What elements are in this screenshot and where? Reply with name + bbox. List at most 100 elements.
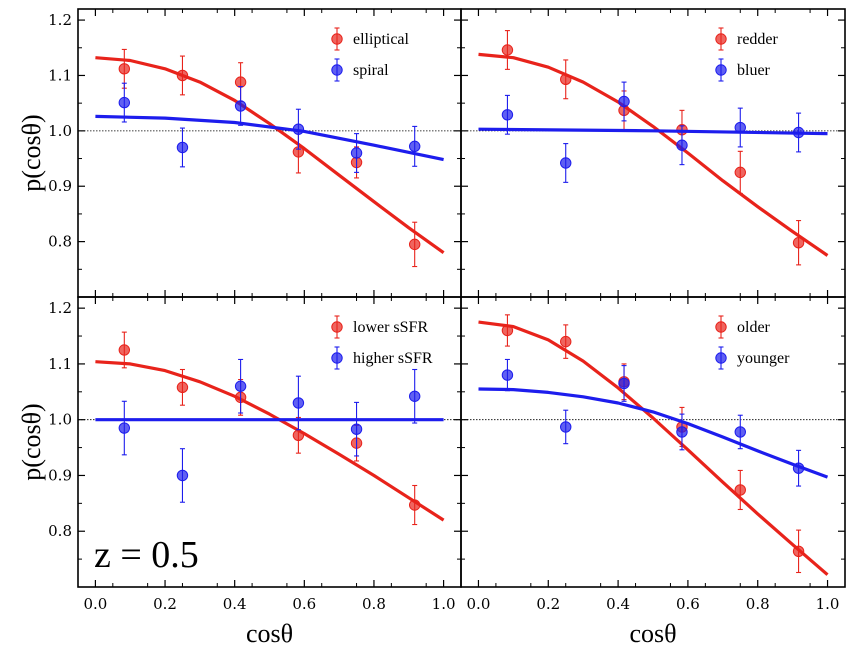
legend-entry: bluer <box>715 58 771 82</box>
legend-label: lower sSFR <box>353 319 428 336</box>
data-point <box>501 109 514 121</box>
legend-label: redder <box>737 31 779 48</box>
legend-label: higher sSFR <box>353 350 433 367</box>
data-point <box>560 421 572 433</box>
legend-marker <box>331 352 343 364</box>
data-point <box>234 380 247 392</box>
data-point <box>350 423 363 435</box>
x-tick-label: 0.8 <box>362 595 386 613</box>
legend-entry: spiral <box>331 58 389 82</box>
series-higher-ssfr <box>95 358 444 503</box>
model-curve <box>478 52 829 257</box>
x-tick-label: 0.6 <box>292 595 316 613</box>
y-tick-label: 1.2 <box>48 299 72 317</box>
legend-marker <box>331 321 343 333</box>
data-point <box>234 76 247 88</box>
data-point <box>176 469 189 482</box>
axes-frame <box>77 8 462 298</box>
data-point <box>350 147 363 159</box>
y-axis-label: p(cosθ) <box>17 114 46 191</box>
data-point <box>408 140 421 153</box>
redshift-annotation: z = 0.5 <box>94 534 199 576</box>
x-tick-label: 0.4 <box>223 595 247 613</box>
legend-entry: higher sSFR <box>331 346 433 370</box>
y-tick-label: 1.1 <box>48 66 72 84</box>
legend-marker <box>331 64 343 76</box>
legend-marker <box>715 33 727 45</box>
data-point <box>118 96 131 109</box>
series-redder <box>478 30 829 266</box>
legend-label: older <box>737 319 771 336</box>
data-point <box>176 69 189 82</box>
legend-marker <box>331 33 343 45</box>
y-tick-label: 1.0 <box>48 122 72 140</box>
model-curve <box>478 387 829 479</box>
panel-top-left: 0.8 0.9 1.0 1.1 1.2 p(cosθ) elliptical spiral <box>17 8 462 298</box>
y-tick-label: 0.8 <box>48 233 72 251</box>
axes-frame <box>460 296 846 588</box>
model-curve <box>478 320 829 576</box>
legend-label: bluer <box>737 62 771 79</box>
panel-top-right: redder bluer <box>460 8 846 298</box>
data-point <box>408 238 421 251</box>
legend-entry: redder <box>715 27 779 51</box>
legend-entry: elliptical <box>331 27 410 51</box>
panel-bottom-left: 0.8 0.9 1.0 1.1 1.2 p(cosθ) 0.0 0.2 0.4 0.6 0.8 1.0… <box>17 296 462 648</box>
axes-frame <box>460 8 846 298</box>
data-point <box>560 157 572 169</box>
x-tick-label: 0.2 <box>153 595 177 613</box>
data-point <box>408 499 421 511</box>
y-tick-label: 1.2 <box>48 11 72 29</box>
data-point <box>176 381 189 394</box>
x-tick-label: 0.0 <box>467 595 491 613</box>
x-tick-label: 0.4 <box>606 595 630 613</box>
y-tick-label: 1.1 <box>48 355 72 373</box>
legend-label: spiral <box>353 62 389 79</box>
x-tick-label: 0.2 <box>536 595 560 613</box>
legend-entry: older <box>715 315 771 339</box>
data-point <box>292 123 305 135</box>
legend-entry: younger <box>715 346 790 370</box>
y-tick-label: 0.8 <box>48 522 72 540</box>
x-tick-label: 0.0 <box>83 595 107 613</box>
model-curve <box>95 360 445 522</box>
series-bluer <box>478 81 828 183</box>
legend-marker <box>715 352 727 364</box>
y-tick-label: 0.9 <box>48 177 72 195</box>
model-curve <box>95 56 445 255</box>
series-older <box>478 314 829 576</box>
y-tick-label: 1.0 <box>48 411 72 429</box>
data-point <box>734 426 746 438</box>
data-point <box>676 426 688 438</box>
y-tick-label: 0.9 <box>48 466 72 484</box>
x-axis-label: cosθ <box>629 619 676 648</box>
data-point <box>118 63 131 75</box>
data-point <box>560 73 572 86</box>
data-point <box>234 100 247 112</box>
data-point <box>292 429 305 442</box>
data-point <box>792 237 805 249</box>
x-tick-label: 0.8 <box>746 595 770 613</box>
x-axis-label: cosθ <box>246 619 293 648</box>
data-point <box>734 484 746 496</box>
series-spiral <box>95 82 444 173</box>
data-point <box>676 139 688 151</box>
data-point <box>560 335 572 348</box>
y-axis-label: p(cosθ) <box>17 403 46 480</box>
data-point <box>618 377 630 390</box>
model-curve <box>478 127 828 136</box>
data-point <box>118 422 131 434</box>
legend-marker <box>715 64 727 76</box>
panel-bottom-right: 0.0 0.2 0.4 0.6 0.8 1.0 cosθ older younger <box>460 296 846 648</box>
data-point <box>292 397 305 409</box>
legend-label: younger <box>737 350 790 367</box>
legend-entry: lower sSFR <box>331 315 428 339</box>
data-point <box>734 166 746 179</box>
data-point <box>618 95 630 108</box>
model-curve <box>95 114 444 162</box>
data-point <box>792 462 805 474</box>
data-point <box>734 121 746 134</box>
data-point <box>501 324 514 337</box>
data-point <box>118 344 131 356</box>
